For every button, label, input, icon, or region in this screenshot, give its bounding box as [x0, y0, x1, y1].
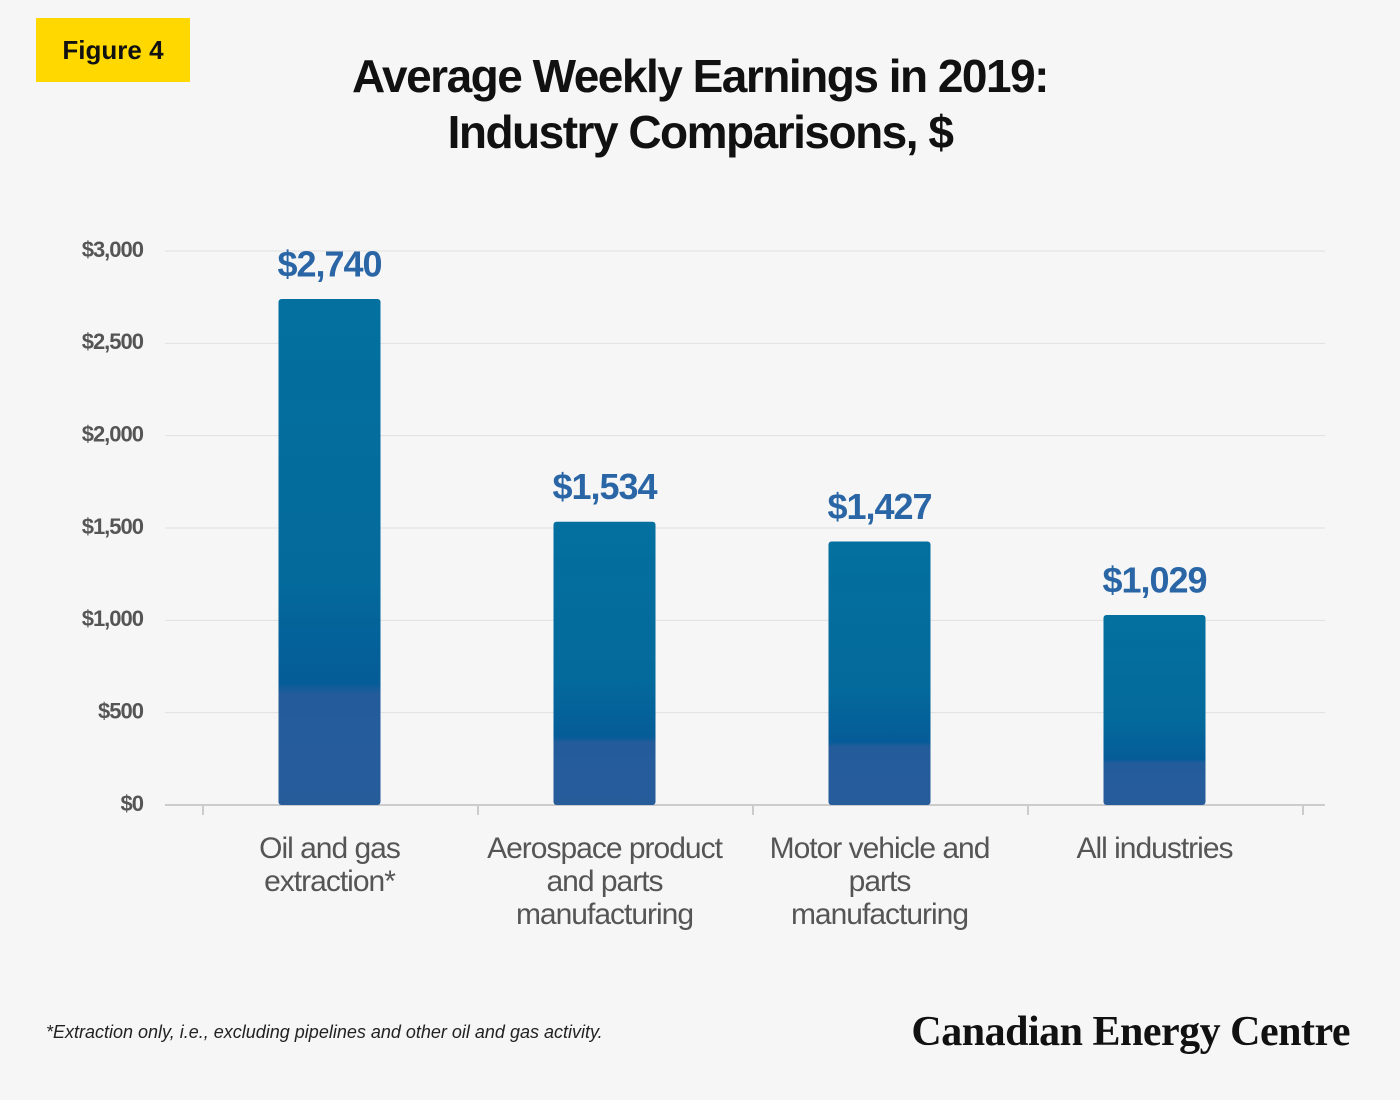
- data-label: $2,740: [277, 244, 381, 285]
- data-label: $1,427: [827, 486, 931, 527]
- data-label: $1,029: [1102, 559, 1206, 600]
- y-tick-label: $2,500: [82, 329, 144, 354]
- x-tick-label: Aerospace product and parts manufacturin…: [487, 832, 723, 931]
- figure-badge: Figure 4: [36, 18, 190, 82]
- y-tick-label: $3,000: [82, 237, 144, 262]
- bar: [828, 541, 931, 805]
- y-tick-label: $1,500: [82, 514, 144, 539]
- x-tick-label: Oil and gas extraction*: [259, 832, 401, 898]
- footnote: *Extraction only, i.e., excluding pipeli…: [46, 1022, 603, 1042]
- data-label: $1,534: [552, 466, 657, 507]
- bar: [1103, 614, 1206, 805]
- y-tick-label: $500: [98, 698, 144, 723]
- x-tick-label: Motor vehicle and parts manufacturing: [769, 832, 991, 931]
- y-tick-label: $2,000: [82, 421, 144, 446]
- bar: [278, 299, 381, 805]
- y-tick-label: $0: [121, 791, 144, 816]
- y-tick-label: $1,000: [82, 606, 144, 631]
- x-tick-label: All industries: [1076, 832, 1233, 865]
- bar: [553, 521, 656, 805]
- brand-logo: Canadian Energy Centre: [911, 1009, 1350, 1055]
- chart-title: Average Weekly Earnings in 2019: Industr…: [351, 50, 1050, 158]
